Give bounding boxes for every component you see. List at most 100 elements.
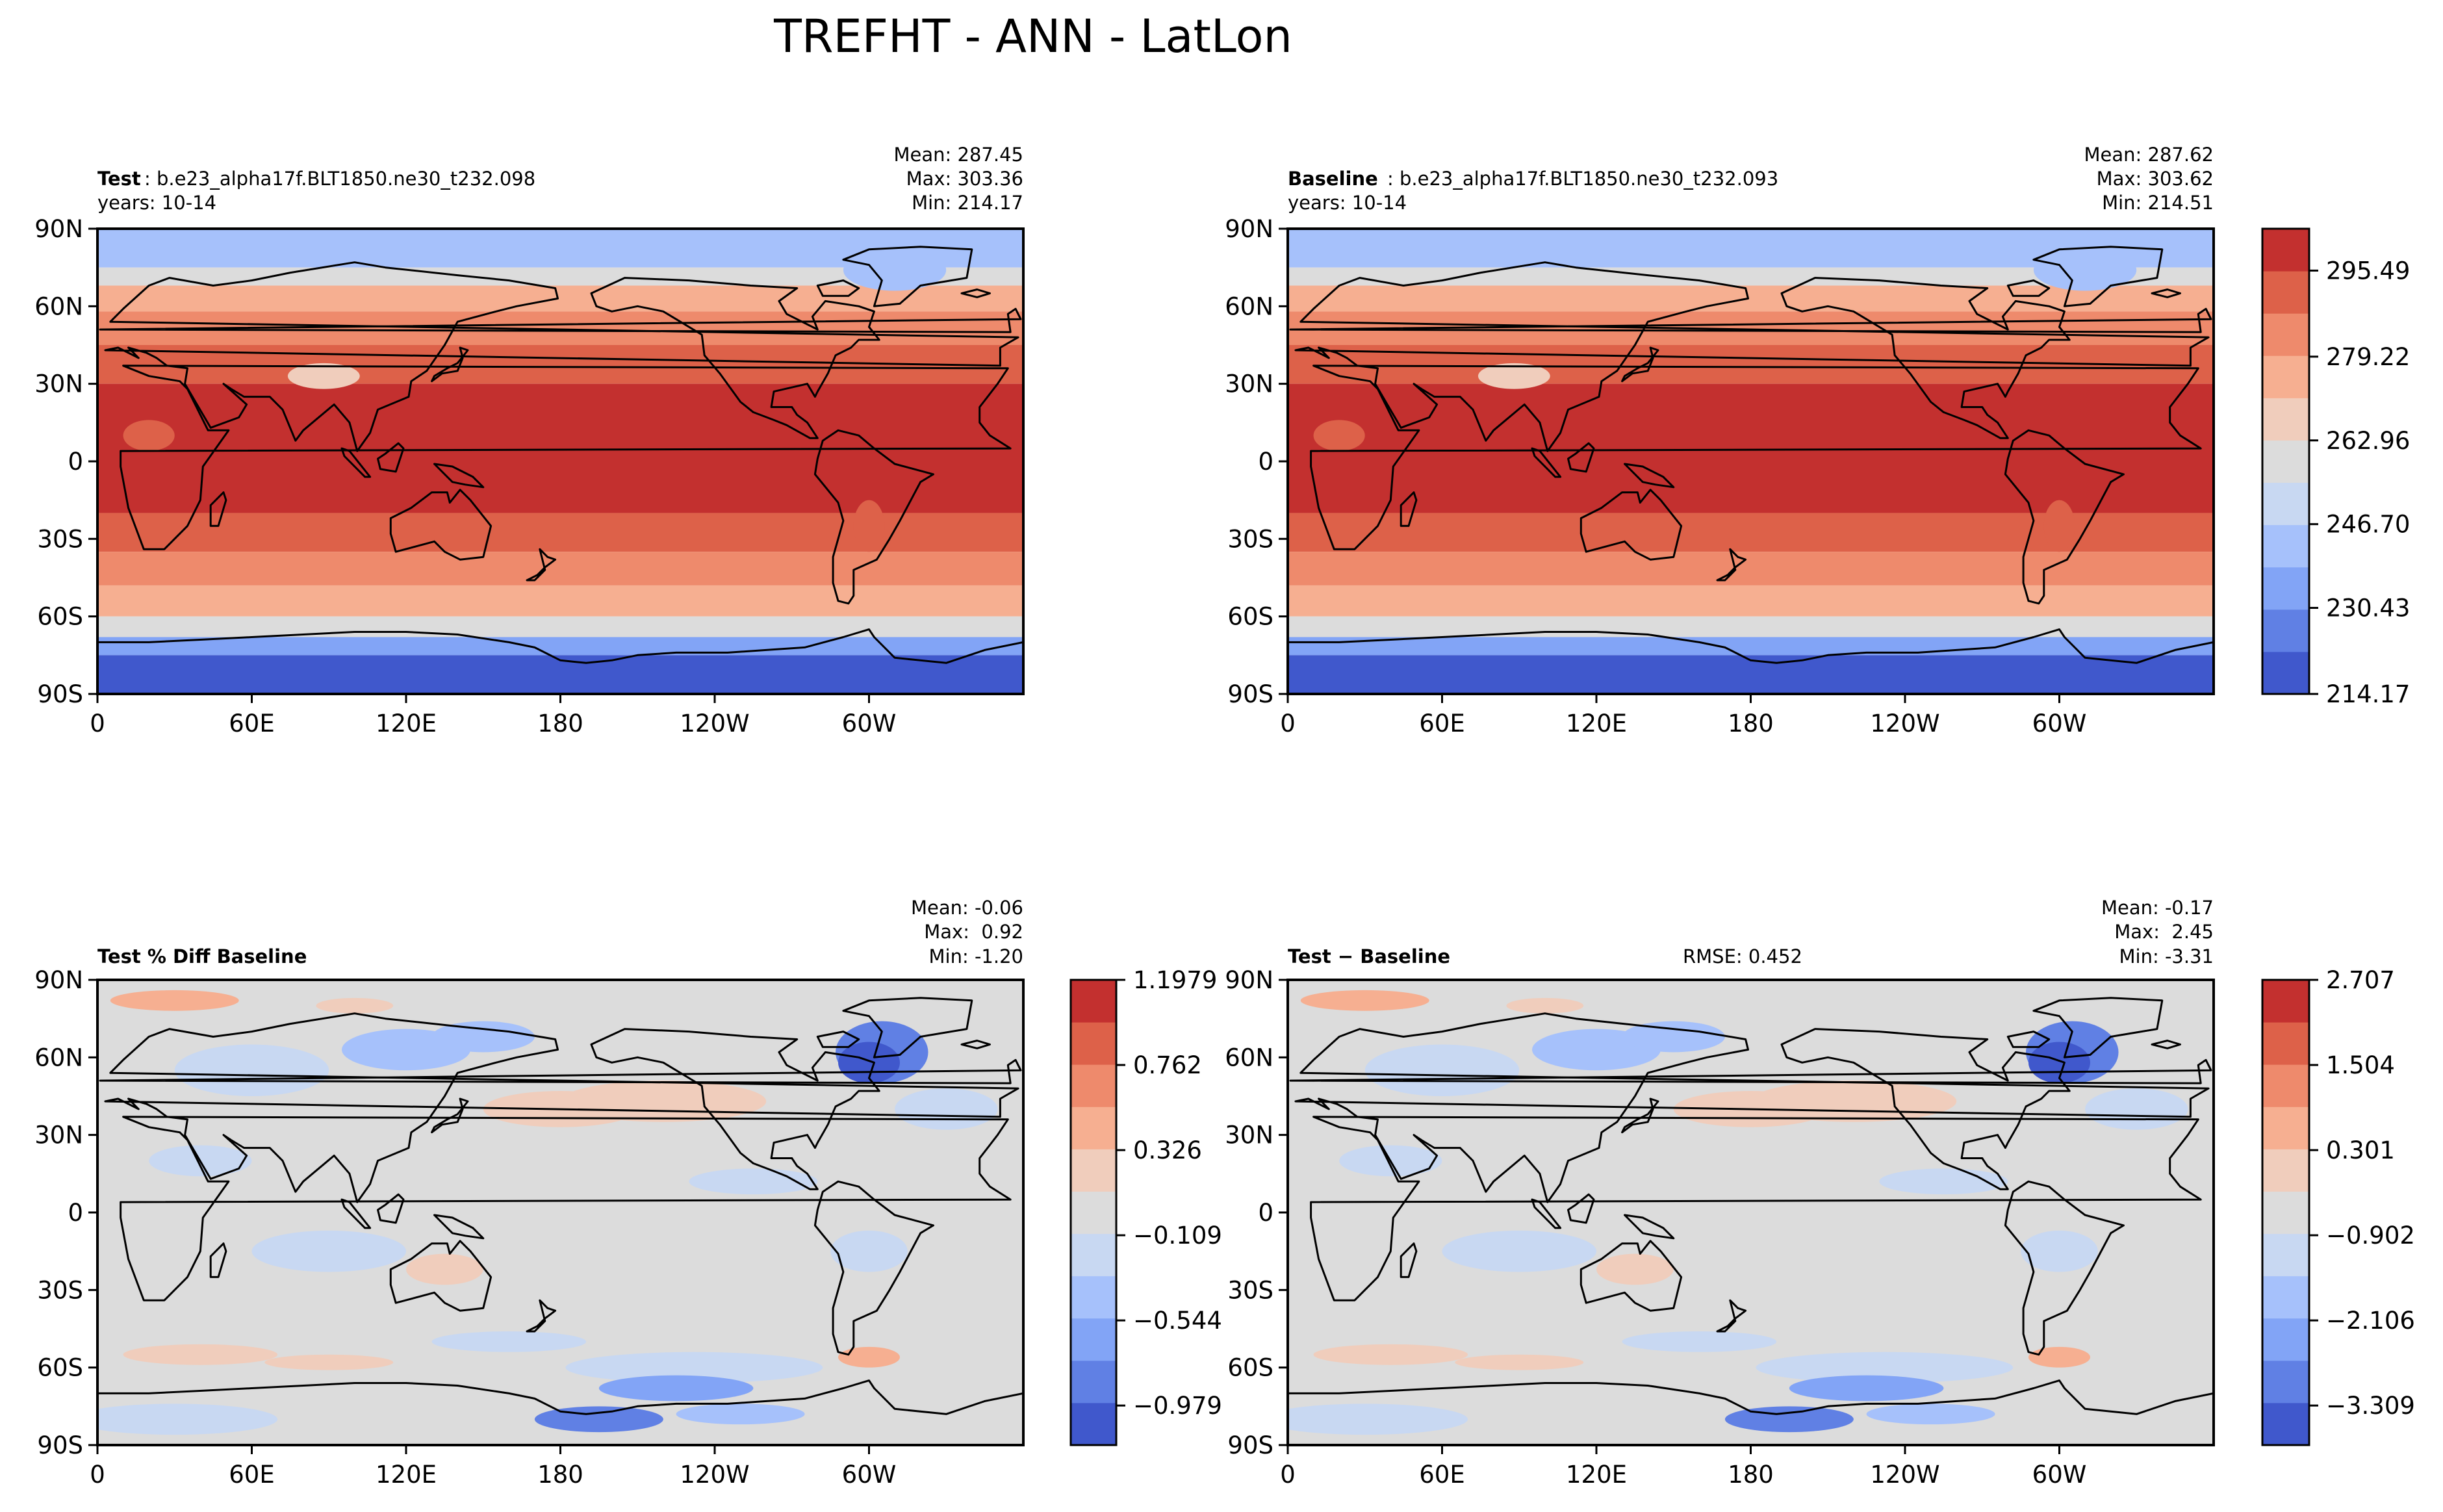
diff-stat-max: Max: 2.45 [2114,921,2214,943]
pdiff-colorbar-cell [1071,1233,1116,1277]
baseline-field-band [1288,585,2214,617]
diff-coastline-madagascar [1400,1242,1418,1278]
baseline-y-axis: 90N 60N 30N 0 30S 60S 90S [1225,215,1273,708]
diff-coastline-north-america [1780,1028,2071,1190]
pdiff-coastline-antarctica [97,1379,1023,1445]
baseline-coastline-sumatra [1531,447,1562,478]
pdiff-coastline-borneo [377,1193,405,1224]
diff-anomaly [1789,1375,1944,1402]
pdiff-xtick: 0 [90,1461,105,1489]
baseline-coastline-africa [1310,365,2202,550]
pdiff-colorbar-cell [1071,1318,1116,1361]
pdiff-xtick: 180 [537,1461,583,1489]
pdiff-coastline-iceland [960,1040,991,1049]
diff-colorbar-cell [2262,1022,2309,1065]
baseline-header-years: years: 10-14 [1288,192,1407,214]
diff-anomaly [1866,1403,1995,1425]
baseline-colorbar-frame [2261,227,2310,695]
diff-colorbar-tick: −0.902 [2326,1222,2415,1249]
test-coastline-baffin-island [816,279,860,297]
baseline-xtick: 120E [1566,710,1627,737]
baseline-ytick: 30N [1225,370,1273,398]
diff-colorbar-frame [2261,979,2310,1446]
diff-ytick: 30S [1227,1276,1273,1304]
pdiff-colorbar-cell [1071,1360,1116,1403]
diff-anomaly [1596,1253,1674,1285]
diff-coastline-iceland [2151,1040,2181,1049]
test-ytick: 60S [37,603,83,631]
baseline-ytick: 30S [1227,525,1273,553]
pdiff-anomaly [431,1021,535,1053]
baseline-xtick: 0 [1280,710,1296,737]
diff-ytick: 0 [1258,1199,1273,1227]
baseline-ytick: 60N [1225,292,1273,320]
pdiff-anomaly [110,990,239,1011]
test-field-feature [853,500,885,552]
pdiff-colorbar-cell [1071,1107,1116,1149]
pdiff-coastline-australia [389,1240,492,1312]
pdiff-colorbar-tick: −0.979 [1133,1392,1222,1420]
pdiff-map-field [97,980,1023,1445]
pdiff-ytick: 90N [34,966,83,994]
pdiff-y-axis: 90N 60N 30N 0 30S 60S 90S [34,966,83,1459]
diff-xtick: 0 [1280,1461,1296,1489]
baseline-colorbar-cell [2262,567,2309,610]
baseline-stat-mean: Mean: 287.62 [2084,144,2214,166]
diff-colorbar-cell [2262,1064,2309,1107]
pdiff-coastline-madagascar [209,1242,227,1278]
diff-colorbar-cell [2262,1149,2309,1192]
diff-colorbar-tick: 2.707 [2326,966,2395,994]
pdiff-anomaly [251,1230,406,1272]
diff-anomaly [1313,1344,1468,1365]
diff-ytick: 90S [1227,1431,1273,1459]
baseline-field-feature [2033,249,2137,291]
diff-coastline-eurasia [1294,1012,2210,1203]
pdiff-ytick: 60S [37,1354,83,1382]
diff-xtick: 60E [1419,1461,1465,1489]
baseline-colorbar-cell [2262,440,2309,483]
baseline-field-band [1288,285,2214,312]
test-xtick: 180 [537,710,583,737]
test-coastline-iceland [960,288,991,298]
baseline-colorbar-cell [2262,482,2309,526]
baseline-field-band [1288,637,2214,656]
baseline-stat-max: Max: 303.62 [2097,168,2214,190]
pdiff-xtick: 120W [680,1461,749,1489]
diff-colorbar: 2.707 1.504 0.301 −0.902 −2.106 −3.309 [2261,966,2415,1446]
test-coastline-australia [389,489,492,561]
baseline-colorbar-cell [2262,651,2309,695]
test-coastline-eurasia [104,261,1019,452]
pdiff-colorbar-tick: 0.762 [1133,1051,1202,1079]
test-field-band [97,345,1023,384]
pdiff-colorbar-tick: −0.109 [1133,1222,1222,1249]
baseline-coastline-iceland [2151,288,2181,298]
test-field-band [97,552,1023,585]
baseline-colorbar-tick: 214.17 [2326,680,2410,708]
diff-coastline-africa [1310,1116,2202,1301]
diff-stat-min: Min: -3.31 [2119,945,2214,967]
diff-anomaly [1756,1352,2014,1383]
panel-percent-diff: Test % Diff Baseline Mean: -0.06 Max: 0.… [34,897,1222,1489]
pdiff-anomaly [174,1044,329,1096]
baseline-colorbar-tick: 230.43 [2326,595,2410,622]
diff-coastline-new-guinea [1624,1214,1675,1240]
diff-xtick: 120E [1566,1461,1627,1489]
baseline-coastline-south-america [2004,429,2125,605]
test-field-band [97,616,1023,637]
pdiff-xtick: 120E [376,1461,437,1489]
pdiff-anomaly [316,997,394,1014]
baseline-colorbar-cell [2262,313,2309,356]
panel-test: Test : b.e23_alpha17f.BLT1850.ne30_t232.… [34,144,1025,737]
test-field-band [97,637,1023,656]
pdiff-header-name: Test % Diff Baseline [97,945,307,967]
baseline-field-feature [1313,420,1365,452]
test-ytick: 60N [34,292,83,320]
pdiff-anomaly [565,1352,823,1383]
baseline-colorbar-cell [2262,609,2309,652]
baseline-coastline-new-zealand [1716,548,1747,582]
diff-anomaly [1879,1168,2008,1195]
pdiff-coastline-north-america [590,1028,880,1190]
diff-anomaly [1724,1406,1854,1433]
pdiff-stat-mean: Mean: -0.06 [911,897,1023,919]
pdiff-coastline-sumatra [340,1198,372,1229]
